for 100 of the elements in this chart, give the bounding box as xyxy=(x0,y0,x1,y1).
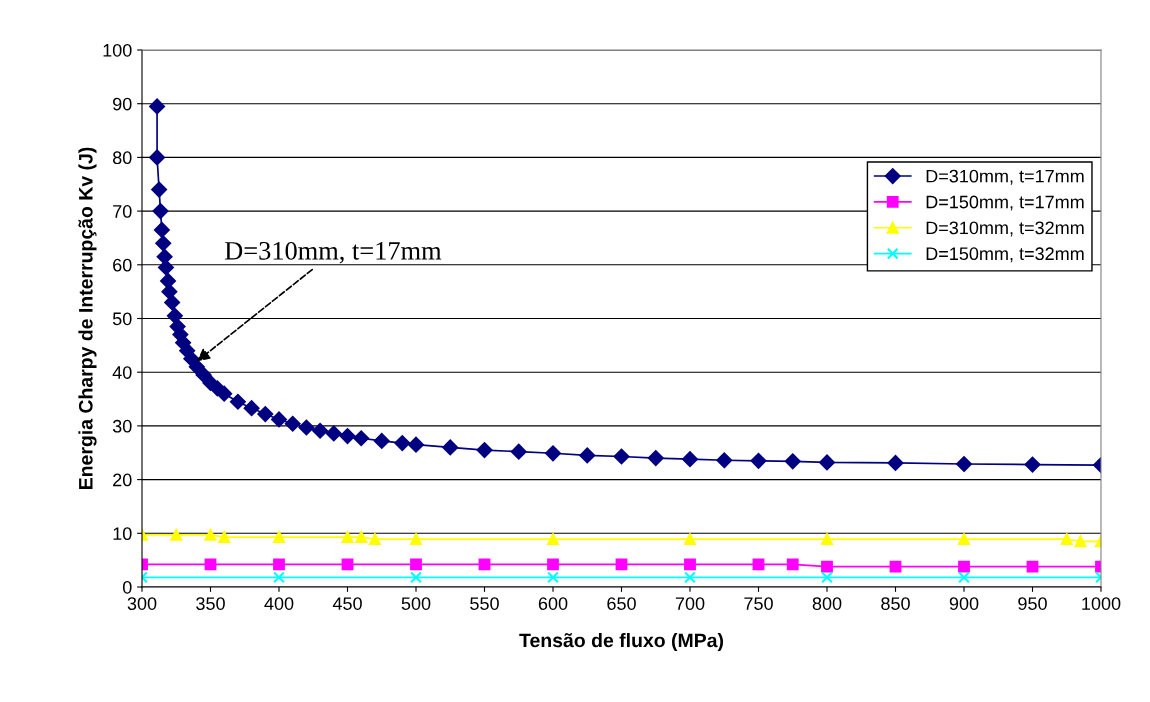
point xyxy=(273,531,285,543)
point xyxy=(257,406,274,422)
point xyxy=(152,203,169,220)
x-tick-label: 400 xyxy=(264,597,294,610)
point xyxy=(188,358,205,375)
point xyxy=(478,558,491,571)
legend-label: D=310mm, t=32mm xyxy=(926,221,1084,237)
point xyxy=(341,558,354,571)
point xyxy=(410,558,422,571)
point xyxy=(545,445,561,462)
point xyxy=(476,442,493,458)
legend-label: D=150mm, t=32mm xyxy=(926,247,1084,263)
x-tick-label: 500 xyxy=(401,597,431,610)
y-tick-label: 60 xyxy=(113,258,132,272)
point xyxy=(547,571,559,584)
point xyxy=(752,558,765,571)
point xyxy=(821,571,833,584)
point xyxy=(684,571,696,584)
point xyxy=(151,181,168,198)
y-tick-label: 10 xyxy=(113,527,132,541)
point xyxy=(819,454,835,471)
point xyxy=(369,533,381,546)
point xyxy=(410,533,422,546)
x-tick-label: 450 xyxy=(332,597,362,610)
annotation: D=310mm, t=17mm xyxy=(224,241,442,264)
x-tick-label: 300 xyxy=(127,597,157,610)
point xyxy=(161,283,178,300)
point xyxy=(956,456,972,472)
point xyxy=(273,558,285,571)
x-tick-label: 950 xyxy=(1018,597,1047,610)
point xyxy=(149,149,165,166)
point xyxy=(312,422,329,439)
x-tick-label: 600 xyxy=(538,597,568,610)
point xyxy=(325,425,342,442)
point xyxy=(149,98,165,115)
point xyxy=(615,558,628,571)
y-axis-title: Energia Charpy de Interrupção Kv (J) xyxy=(78,147,97,489)
point xyxy=(958,533,970,546)
point xyxy=(684,558,696,571)
x-tick-label: 750 xyxy=(744,597,773,610)
point xyxy=(298,419,315,436)
point xyxy=(750,452,767,469)
point xyxy=(394,435,411,451)
point xyxy=(579,447,596,464)
point xyxy=(510,443,527,460)
y-tick-label: 80 xyxy=(112,151,132,165)
point xyxy=(195,366,212,383)
point xyxy=(410,571,422,584)
point xyxy=(613,448,630,465)
point xyxy=(547,558,559,571)
point xyxy=(229,393,246,410)
y-tick-label: 70 xyxy=(113,205,132,218)
x-axis-title: Tensão de fluxo (MPa) xyxy=(519,633,723,652)
point xyxy=(164,294,181,311)
x-tick-label: 700 xyxy=(675,597,705,610)
point xyxy=(216,385,233,402)
point xyxy=(958,560,970,573)
y-tick-label: 40 xyxy=(112,366,132,379)
legend-label: D=150mm, t=17mm xyxy=(926,195,1084,211)
point xyxy=(1026,560,1039,573)
y-tick-label: 30 xyxy=(112,419,132,433)
point xyxy=(1024,456,1041,473)
y-tick-label: 90 xyxy=(113,97,132,111)
point xyxy=(155,235,172,252)
point xyxy=(373,433,390,449)
x-tick-label: 800 xyxy=(812,597,842,610)
point xyxy=(271,411,287,428)
point xyxy=(353,430,370,447)
x-tick-label: 900 xyxy=(949,597,979,610)
point xyxy=(166,307,183,324)
point xyxy=(647,450,664,467)
x-tick-label: 650 xyxy=(607,597,636,610)
point xyxy=(887,455,904,471)
point xyxy=(716,452,733,469)
x-tick-label: 350 xyxy=(196,597,225,610)
legend-label: D=310mm, t=17mm xyxy=(926,169,1084,185)
point xyxy=(1074,535,1087,548)
point xyxy=(547,533,559,546)
x-tick-label: 1000 xyxy=(1082,597,1121,610)
point xyxy=(958,571,970,584)
y-tick-label: 50 xyxy=(112,312,132,326)
point xyxy=(682,451,698,468)
y-tick-label: 0 xyxy=(122,580,132,594)
point xyxy=(284,415,301,432)
point xyxy=(339,428,356,445)
point xyxy=(442,439,459,456)
point xyxy=(1060,533,1073,546)
point xyxy=(786,558,799,571)
point xyxy=(204,558,217,571)
point xyxy=(684,533,696,546)
point xyxy=(784,453,801,470)
point xyxy=(158,259,174,276)
point xyxy=(821,533,833,546)
point xyxy=(273,571,285,584)
point xyxy=(889,560,902,573)
point xyxy=(243,400,260,417)
x-tick-label: 850 xyxy=(881,597,910,610)
point xyxy=(821,560,833,573)
point xyxy=(408,436,424,453)
y-tick-label: 20 xyxy=(113,473,132,487)
